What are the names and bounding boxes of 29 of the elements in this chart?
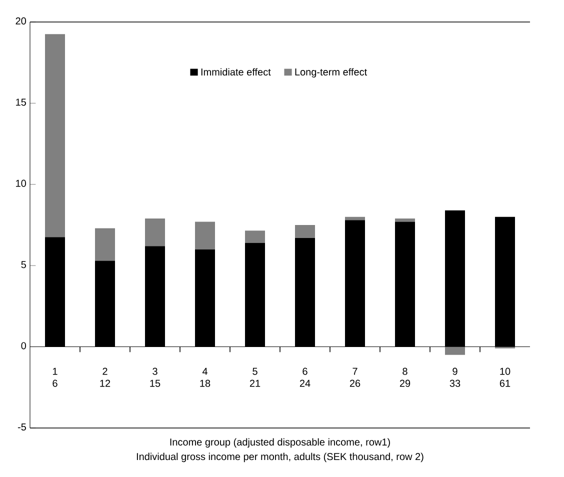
y-tick-label: 20 [16,17,26,24]
bar [445,346,466,355]
x-tick-label: 2 12 [100,368,110,387]
x-tick-label: 1 6 [52,368,58,387]
bar [95,228,116,261]
x-tick-label: 5 21 [250,368,260,387]
bar [345,216,365,220]
bar [145,218,166,246]
legend-label: Immidiate effect [201,68,271,76]
y-tick-label: 10 [16,180,26,187]
y-tick-label: 5 [21,261,26,268]
bar [245,230,266,243]
bar [195,222,215,250]
x-tick-label: 9 33 [450,368,460,387]
y-tick-label: -5 [18,424,26,430]
y-tick-label: 15 [16,98,26,106]
bar [45,34,66,238]
text: Individual gross income per month, adults (SEK thousand, row 2) [136,452,424,462]
bar [395,218,415,222]
x-tick-label: 6 24 [300,368,310,387]
x-tick-label: 8 29 [400,368,410,387]
x-tick-label: 3 15 [150,368,160,387]
bar [295,224,316,238]
x-tick-label: 4 18 [200,368,210,387]
y-tick-label: 0 [21,342,26,350]
x-tick-label: 10 61 [500,368,510,387]
x-axis-title: Income group (adjusted disposable income, row1) [170,438,390,448]
legend-label: Long-term effect [295,68,368,78]
x-tick-label: 7 26 [350,368,360,387]
